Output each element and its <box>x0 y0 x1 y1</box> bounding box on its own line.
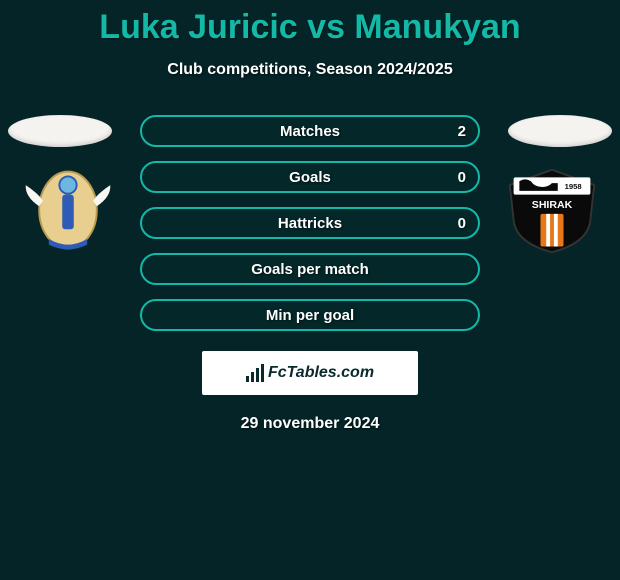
source-label: FcTables.com <box>268 364 374 382</box>
stat-label: Goals per match <box>251 261 369 278</box>
date-label: 29 november 2024 <box>0 415 620 433</box>
left-club-badge <box>20 167 116 255</box>
left-flag-oval <box>8 115 112 147</box>
stat-label: Min per goal <box>266 307 354 324</box>
stat-row: Matches 2 <box>140 115 480 147</box>
stat-label: Hattricks <box>278 215 342 232</box>
source-box[interactable]: FcTables.com <box>202 351 418 395</box>
bars-icon <box>246 364 264 382</box>
stat-value-right: 2 <box>458 123 466 140</box>
stat-row: Hattricks 0 <box>140 207 480 239</box>
right-badge-label: SHIRAK <box>532 199 573 211</box>
comparison-panel: 1958 SHIRAK Matches 2 Goals 0 Hattricks … <box>0 115 620 433</box>
stat-value-right: 0 <box>458 169 466 186</box>
source-logo: FcTables.com <box>246 364 374 382</box>
svg-text:1958: 1958 <box>565 182 583 191</box>
stats-rows: Matches 2 Goals 0 Hattricks 0 Goals per … <box>140 115 480 331</box>
stat-row: Goals per match <box>140 253 480 285</box>
right-club-badge: 1958 SHIRAK <box>504 167 600 255</box>
stat-row: Goals 0 <box>140 161 480 193</box>
stat-row: Min per goal <box>140 299 480 331</box>
page-title: Luka Juricic vs Manukyan <box>0 0 620 47</box>
stat-label: Matches <box>280 123 340 140</box>
subtitle: Club competitions, Season 2024/2025 <box>0 61 620 79</box>
stat-label: Goals <box>289 169 331 186</box>
stat-value-right: 0 <box>458 215 466 232</box>
right-flag-oval <box>508 115 612 147</box>
